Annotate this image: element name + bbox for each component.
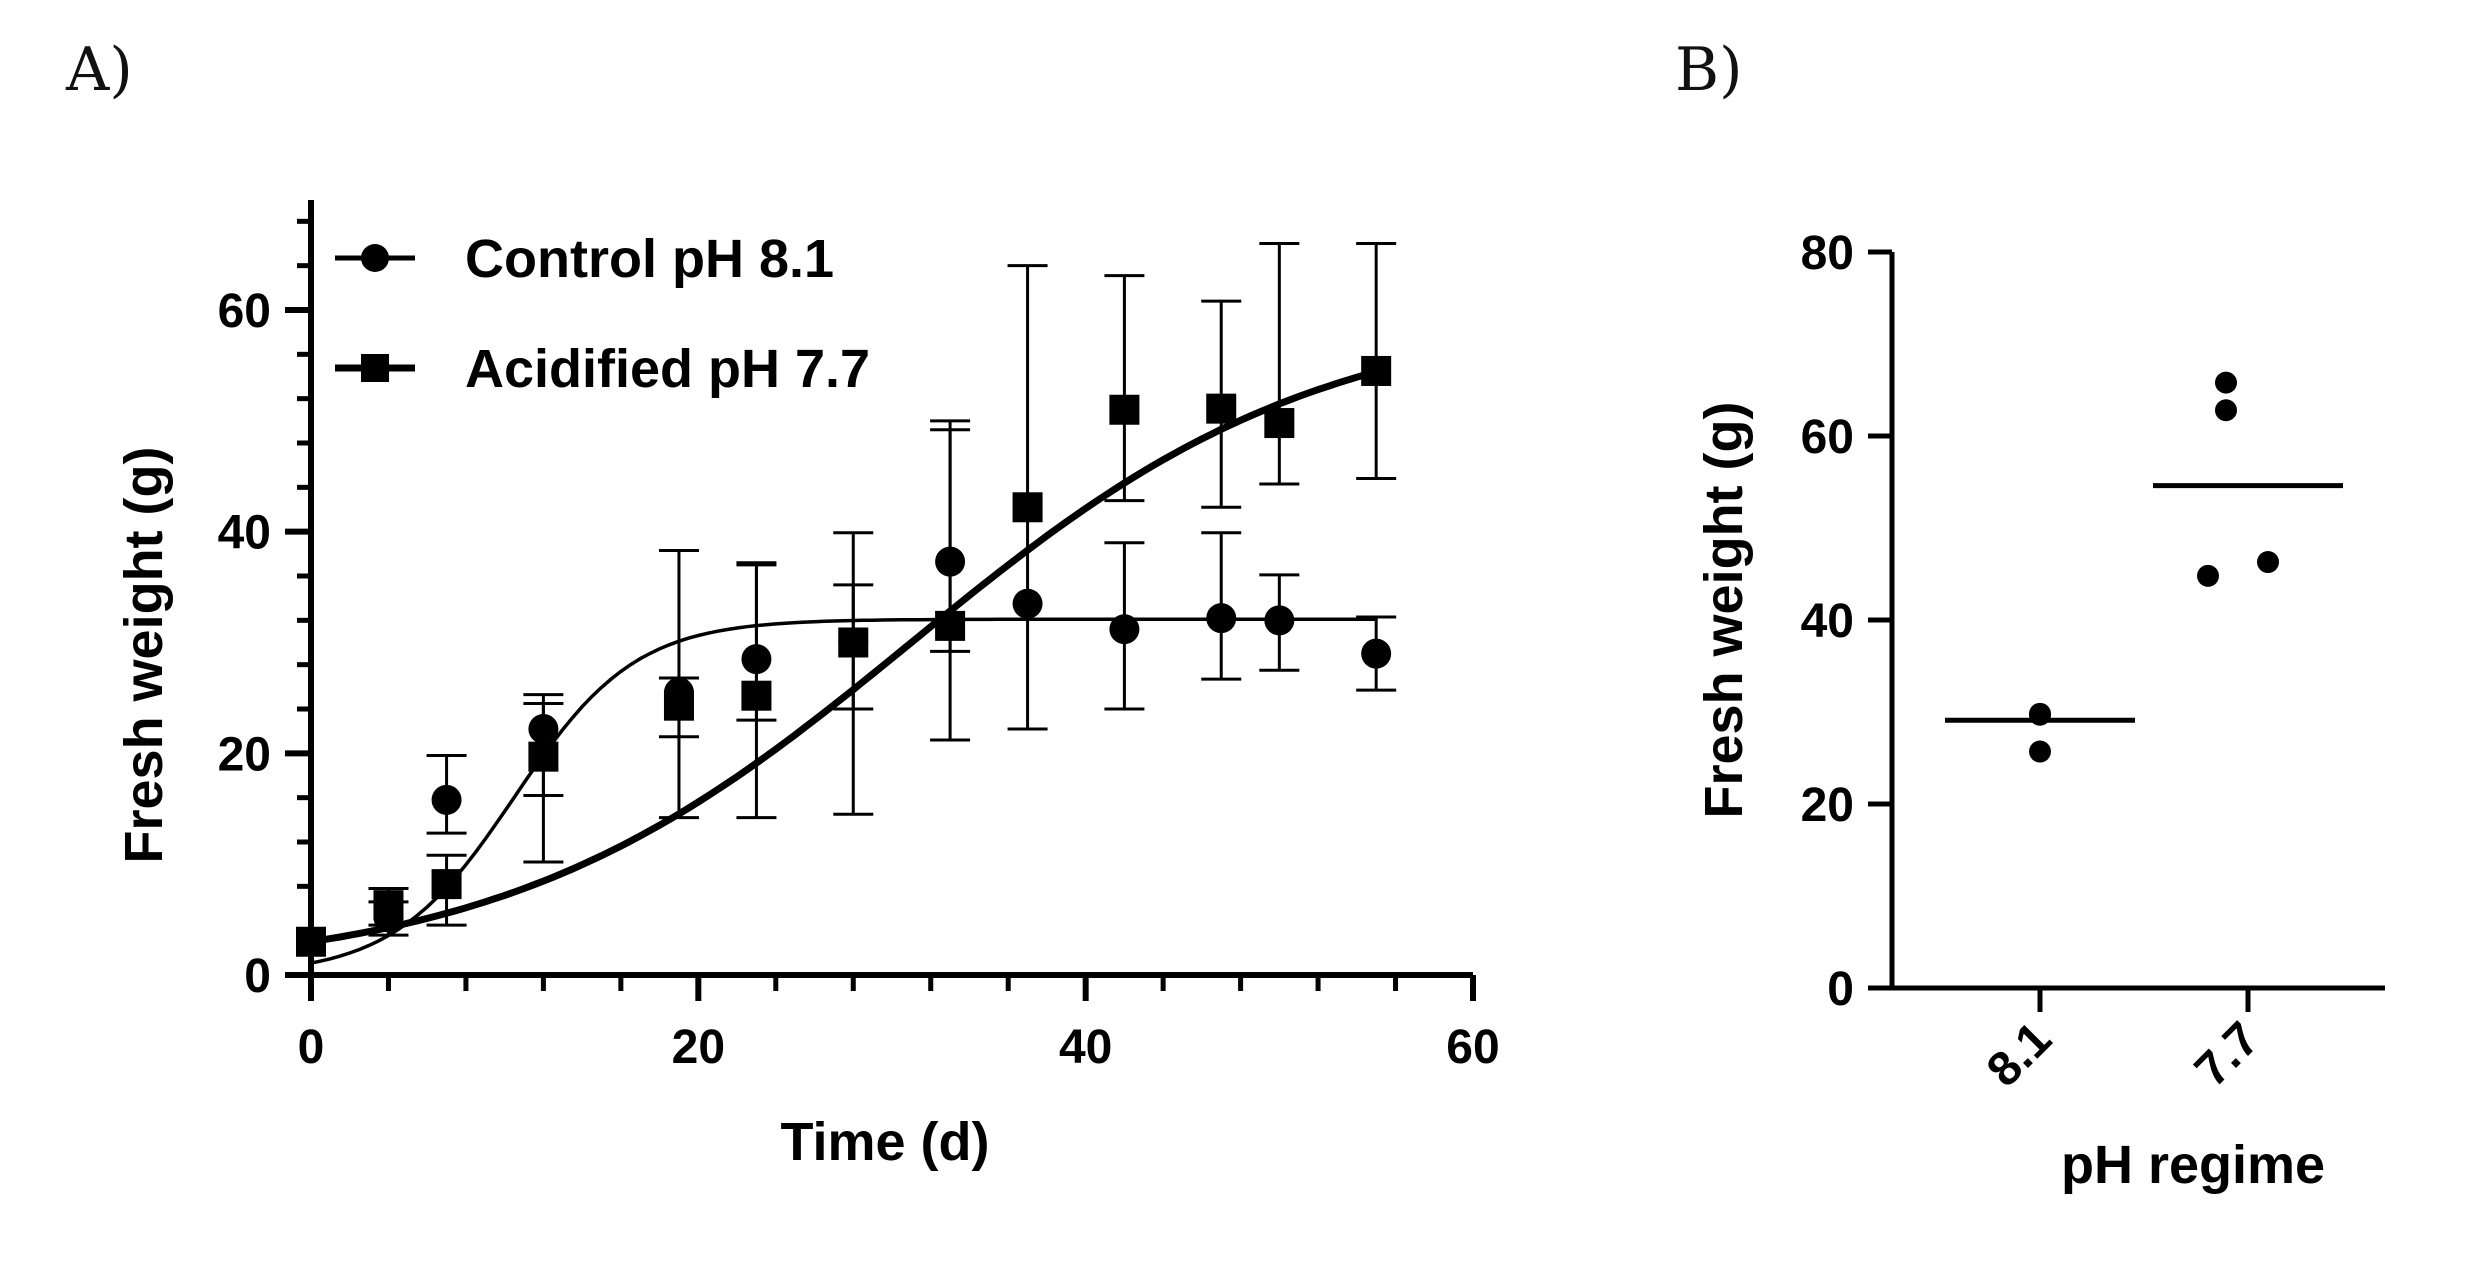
chart-b-x-axis-title: pH regime <box>2061 1135 2325 1195</box>
legend-marker-acidified <box>361 354 389 382</box>
chart-a-point-acidified <box>431 869 462 900</box>
chart-a-point-control <box>1109 614 1140 645</box>
legend-label-acidified: Acidified pH 7.7 <box>465 339 870 399</box>
chart-a-x-tick-label: 60 <box>1446 1021 1499 1074</box>
chart-b-y-axis-title: Fresh weight (g) <box>1694 402 1754 819</box>
chart-a-point-acidified <box>741 680 772 711</box>
chart-a-point-control <box>935 546 966 577</box>
chart-a-x-tick-label: 40 <box>1059 1021 1112 1074</box>
chart-a-point-acidified <box>1206 393 1237 424</box>
chart-b: 0 20 40 60 80 8.1 7.7 pH regime Fresh weight (… <box>1694 227 2385 1195</box>
chart-a-point-acidified <box>1012 492 1043 523</box>
chart-a-point-acidified <box>838 627 869 658</box>
chart-a-x-tick-label: 0 <box>298 1021 325 1074</box>
chart-a-y-axis-title: Fresh weight (g) <box>114 447 174 864</box>
chart-b-y-tick-label: 0 <box>1827 963 1854 1016</box>
chart-b-point <box>2215 399 2237 422</box>
chart-a-point-acidified <box>935 610 966 641</box>
chart-a-point-acidified <box>373 890 404 921</box>
chart-a-point-acidified <box>1109 394 1140 425</box>
chart-a-point-control <box>1361 638 1392 669</box>
chart-a-y-tick-label: 20 <box>218 728 271 781</box>
chart-a: 0 20 40 60 0 20 40 60 Time (d) Fresh weight (g)… <box>114 200 1500 1172</box>
chart-b-point <box>2197 564 2219 587</box>
chart-a-x-axis-title: Time (d) <box>780 1112 989 1172</box>
chart-a-point-control <box>1206 603 1237 634</box>
legend-label-control: Control pH 8.1 <box>465 229 834 289</box>
chart-a-y-tick-label: 60 <box>218 285 271 338</box>
chart-a-point-control <box>741 644 772 675</box>
chart-a-fit-control <box>310 617 1377 965</box>
chart-b-y-tick-label: 20 <box>1801 779 1854 832</box>
chart-a-point-acidified <box>1361 355 1392 386</box>
chart-a-point-control <box>431 784 462 815</box>
chart-a-point-control <box>1012 588 1043 619</box>
legend-marker-control <box>361 244 389 272</box>
chart-a-point-acidified <box>663 690 694 721</box>
chart-a-fit-acidified <box>310 368 1378 946</box>
chart-a-x-tick-label: 20 <box>672 1021 725 1074</box>
chart-b-y-tick-label: 80 <box>1801 227 1854 280</box>
chart-b-point <box>2029 740 2051 763</box>
chart-a-point-control <box>528 713 559 744</box>
chart-b-x-tick-label: 7.7 <box>2185 1012 2270 1097</box>
chart-b-point <box>2215 371 2237 394</box>
panel-a-label: A) <box>65 35 133 105</box>
chart-a-y-tick-label: 40 <box>218 507 271 560</box>
chart-b-point <box>2257 551 2279 574</box>
chart-a-point-acidified <box>1264 408 1295 439</box>
chart-b-x-tick-label: 8.1 <box>1977 1012 2062 1097</box>
chart-b-y-tick-label: 60 <box>1801 411 1854 464</box>
chart-a-y-tick-label: 0 <box>244 950 271 1003</box>
chart-a-legend: Control pH 8.1 Acidified pH 7.7 <box>335 229 870 399</box>
panel-b-label: B) <box>1675 35 1743 105</box>
chart-a-point-acidified <box>528 741 559 772</box>
chart-b-y-tick-label: 40 <box>1801 595 1854 648</box>
chart-a-point-control <box>1264 605 1295 636</box>
